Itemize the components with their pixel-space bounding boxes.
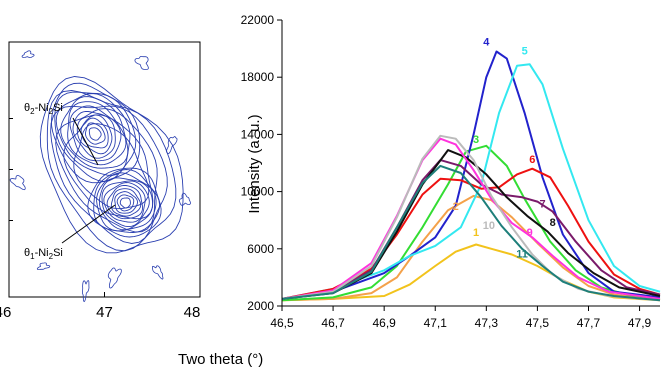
contour-noise-line (178, 192, 191, 206)
contour-line-theta1 (87, 167, 162, 238)
contour-line-theta2 (60, 96, 129, 169)
contour-line-theta1 (114, 191, 138, 214)
series-label-1: 1 (473, 227, 479, 239)
series-line-4 (281, 50, 661, 300)
contour-line-theta1 (93, 169, 161, 233)
series-lines (281, 50, 661, 302)
y-tick-label: 10000 (241, 185, 275, 199)
contour-noise-line (134, 56, 149, 70)
series-line-9 (281, 137, 661, 300)
x-tick-label: 47,9 (628, 316, 652, 330)
series-label-4: 4 (483, 37, 490, 49)
x-axis-title: Two theta (°) (178, 351, 263, 368)
contour-line-theta1 (106, 184, 144, 220)
contour-line-theta1 (110, 188, 142, 217)
contour-lines (39, 76, 184, 254)
contour-noise-line (82, 280, 90, 303)
series-label-7: 7 (539, 198, 545, 210)
contour-line-theta2 (76, 114, 113, 155)
contour-noise-line (36, 262, 51, 271)
contour-line-outer (39, 76, 184, 254)
series-label-2: 2 (453, 201, 459, 213)
contour-line-theta2 (54, 91, 137, 182)
contour-x-tick-label: 46 (0, 304, 11, 321)
theta2-annotation: θ2-Ni2Si (24, 102, 63, 116)
contour-line-theta2 (72, 110, 116, 159)
contour-line-theta1 (98, 177, 154, 231)
series-label-9: 9 (527, 227, 533, 239)
y-tick-label: 2000 (247, 299, 274, 313)
series-labels: 1 2 3 4 5 6 78 9 10 11 (453, 37, 556, 261)
x-tick-label: 46,7 (321, 316, 345, 330)
series-label-8: 8 (550, 217, 556, 229)
series-label-5: 5 (522, 45, 528, 57)
contour-line-theta2 (80, 117, 109, 149)
x-tick-label: 47,3 (475, 316, 499, 330)
theta1-leader-line (61, 204, 116, 244)
contour-line-theta2 (67, 101, 127, 166)
contour-line-outer (55, 108, 158, 233)
contour-line-theta1 (116, 194, 135, 212)
series-label-10: 10 (483, 220, 495, 232)
contour-line-theta2 (51, 82, 141, 184)
x-tick-label: 46,9 (372, 316, 396, 330)
series-line-5 (281, 63, 661, 300)
theta1-annotation: θ1-Ni2Si (24, 247, 63, 261)
contour-x-tick-label: 48 (184, 304, 201, 321)
series-line-3 (281, 144, 661, 302)
contour-x-tick-label: 47 (96, 304, 113, 321)
contour-line-theta1 (96, 172, 157, 232)
contour-noise-line (166, 136, 178, 155)
contour-noise-line (107, 267, 122, 289)
y-tick-label: 6000 (247, 242, 274, 256)
theta2-leader-line (72, 117, 99, 166)
series-line-11 (281, 164, 661, 302)
x-tick-label: 47,7 (577, 316, 601, 330)
contour-noise-line (21, 50, 35, 58)
contour-noise (9, 50, 191, 303)
y-tick-label: 14000 (241, 127, 275, 141)
series-label-3: 3 (473, 134, 479, 146)
x-tick-label: 47,1 (424, 316, 448, 330)
x-axis-ticks: 46,5 46,7 46,9 47,1 47,3 47,5 47,7 47,9 (270, 306, 652, 330)
contour-line-outer (50, 105, 168, 244)
contour-line-outer (73, 123, 150, 210)
contour-noise-line (152, 265, 164, 280)
series-label-11: 11 (516, 248, 528, 260)
contour-line-theta1 (103, 182, 146, 223)
y-tick-label: 22000 (241, 13, 275, 27)
series-label-6: 6 (529, 154, 535, 166)
contour-x-ticks: 46 47 48 (0, 118, 201, 321)
contour-line-theta2 (88, 127, 102, 141)
y-axis-ticks: 2000 6000 10000 14000 18000 22000 (241, 13, 282, 313)
contour-line-theta2 (85, 122, 106, 145)
contour-noise-line (9, 174, 26, 191)
contour-line-theta1 (119, 197, 131, 209)
contour-line-outer (63, 114, 154, 220)
contour-panel: 46 47 48 θ2-Ni2Si θ1-Ni2Si (0, 41, 201, 321)
y-axis-title: Intensity (a. u.) (246, 114, 263, 213)
contour-line-theta1 (101, 180, 150, 228)
y-tick-label: 18000 (241, 70, 275, 84)
x-tick-label: 47,5 (526, 316, 550, 330)
x-tick-label: 46,5 (270, 316, 294, 330)
series-line-8 (281, 149, 661, 300)
contour-line-theta2 (69, 105, 122, 162)
